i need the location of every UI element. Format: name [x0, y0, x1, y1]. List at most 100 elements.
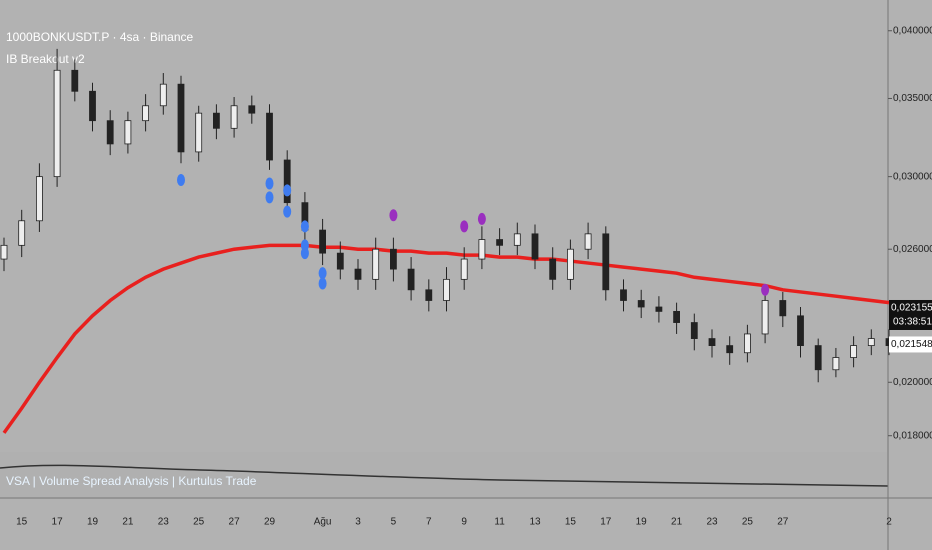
- candle-body: [549, 258, 557, 280]
- signal-dot: [283, 205, 292, 218]
- signal-dot: [265, 191, 274, 204]
- signal-dot: [265, 177, 274, 190]
- y-tick-label: 0,030000: [893, 171, 932, 182]
- candle-body: [460, 258, 468, 280]
- candle-body: [18, 220, 26, 246]
- x-tick-label: 9: [461, 517, 467, 528]
- candle-body: [513, 233, 521, 246]
- candle-body: [779, 300, 787, 317]
- candle-body: [177, 83, 185, 153]
- y-tick-label: 0,026000: [893, 244, 932, 255]
- candle-body: [850, 345, 857, 358]
- candle-body: [142, 105, 150, 122]
- candle-body: [266, 112, 273, 161]
- signal-dot: [318, 277, 327, 290]
- x-tick-label: 13: [529, 517, 541, 528]
- x-tick-label: 21: [671, 517, 683, 528]
- signal-dot: [283, 184, 292, 197]
- x-tick-label: 7: [426, 517, 432, 528]
- x-tick-label: 21: [122, 517, 134, 528]
- candle-body: [71, 69, 79, 92]
- candle-body: [496, 239, 504, 246]
- candle-body: [567, 248, 574, 280]
- candle-body: [443, 278, 450, 301]
- signal-dot: [318, 267, 327, 280]
- price-label: 0,021548: [891, 339, 932, 350]
- x-tick-label: 19: [636, 517, 648, 528]
- candle-body: [867, 338, 875, 347]
- candle-body: [354, 268, 362, 280]
- x-tick-label: 15: [16, 517, 28, 528]
- candle-body: [372, 248, 380, 280]
- candle-body: [89, 90, 96, 122]
- signal-dot: [761, 283, 770, 296]
- x-tick-label: 11: [494, 517, 505, 528]
- volume-ma: [0, 464, 889, 487]
- signal-dot: [300, 220, 309, 233]
- x-tick-label: 15: [565, 517, 577, 528]
- x-tick-label: 25: [742, 517, 754, 528]
- candle-body: [248, 105, 256, 114]
- x-tick-label: 27: [777, 517, 789, 528]
- countdown: 03:38:51: [893, 317, 932, 328]
- x-tick-label: 17: [600, 517, 612, 528]
- candle-body: [159, 83, 167, 107]
- candle-body: [230, 105, 238, 129]
- chart-title: 1000BONKUSDT.P · 4sa · Binance: [6, 30, 194, 44]
- candle-body: [584, 233, 592, 250]
- x-tick-label: 17: [52, 517, 64, 528]
- y-tick-label: 0,040000: [893, 25, 932, 36]
- x-tick-label: 23: [158, 517, 170, 528]
- candle-body: [797, 315, 804, 347]
- candle-body: [744, 333, 751, 354]
- volume-title: VSA | Volume Spread Analysis | Kurtulus …: [6, 474, 257, 488]
- candle-body: [602, 233, 610, 291]
- x-tick-label: 27: [229, 517, 241, 528]
- candle-body: [407, 268, 415, 291]
- candle-body: [832, 357, 840, 371]
- price-label-box: [889, 336, 932, 353]
- candle-body: [655, 306, 663, 312]
- candle-body: [425, 289, 433, 301]
- candle-body: [0, 244, 8, 260]
- y-tick-label: 0,020000: [893, 377, 932, 388]
- candle-body: [708, 338, 716, 347]
- x-tick-label: 19: [87, 517, 99, 528]
- candle-body: [319, 229, 327, 254]
- volume-pane: [0, 452, 888, 498]
- x-tick-label: 3: [355, 517, 361, 528]
- candle-body: [478, 239, 486, 260]
- x-tick-label: 25: [193, 517, 205, 528]
- price-label-box: [889, 299, 932, 330]
- x-tick-label: 5: [391, 517, 397, 528]
- candle-body: [36, 176, 43, 222]
- candle-body: [690, 322, 698, 339]
- x-tick-label: 29: [264, 517, 276, 528]
- x-tick-label: Ağu: [314, 517, 332, 528]
- signal-dot: [300, 247, 309, 260]
- indicator-title: IB Breakout v2: [6, 52, 85, 66]
- price-label: 0,023155: [891, 303, 932, 314]
- signal-dot: [389, 209, 398, 222]
- x-tick-label: 23: [706, 517, 718, 528]
- signal-dot: [477, 212, 486, 225]
- x-tick-label: 2: [886, 517, 892, 528]
- candle-body: [283, 159, 291, 204]
- candle-body: [124, 120, 132, 145]
- candle-body: [336, 252, 344, 270]
- moving-average: [2, 243, 890, 434]
- candle-body: [637, 300, 645, 308]
- candle-body: [195, 112, 203, 153]
- y-tick-label: 0,035000: [893, 93, 932, 104]
- candle-body: [761, 300, 769, 335]
- candle-body: [212, 112, 220, 129]
- candle-body: [673, 310, 680, 323]
- candle-body: [726, 345, 734, 354]
- signal-dot: [460, 220, 469, 233]
- candle-body: [814, 345, 822, 371]
- candle-body: [53, 69, 61, 178]
- candle-body: [106, 120, 114, 145]
- y-tick-label: 0,018000: [893, 430, 932, 441]
- candle-body: [389, 248, 397, 270]
